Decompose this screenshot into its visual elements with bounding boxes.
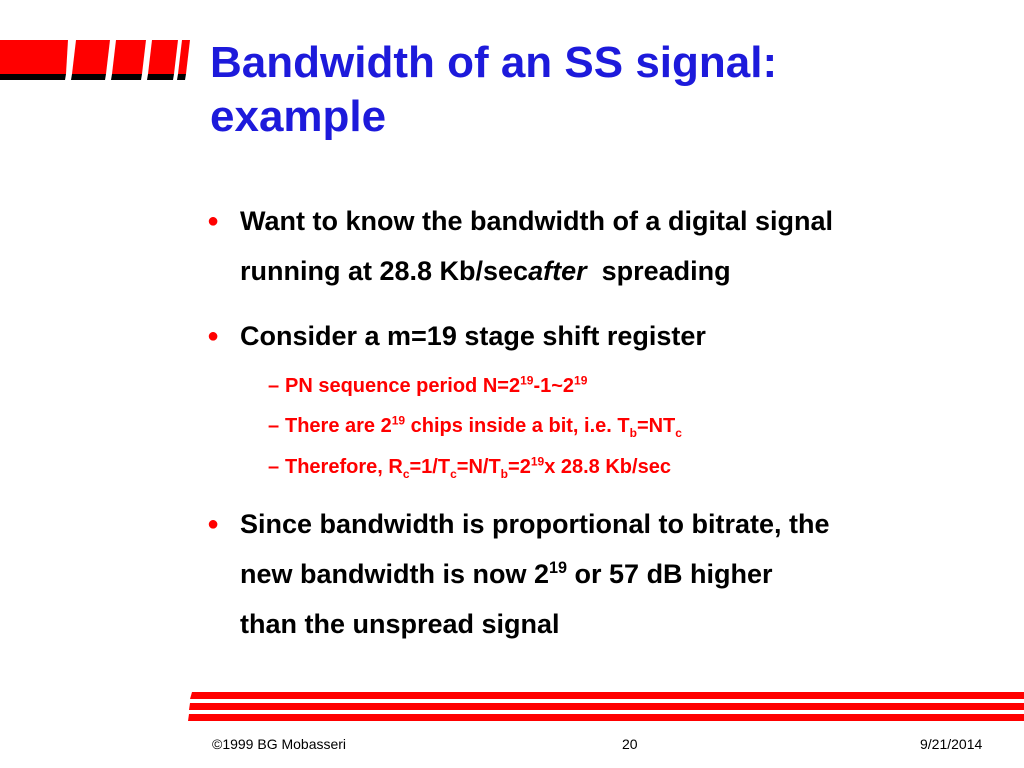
subbullet-2-b: chips inside a bit, i.e. T xyxy=(405,415,630,437)
dash-icon: – xyxy=(268,375,280,397)
bullet-1-line-2: running at 28.8 Kb/secafter spreading xyxy=(240,246,833,296)
footer-line-1 xyxy=(190,692,1024,699)
bullet-1-line-2-a: running at 28.8 Kb/sec xyxy=(240,256,529,286)
bullet-dot-icon: ● xyxy=(207,325,220,347)
footer-line-3 xyxy=(188,714,1024,721)
subbullet-2-sub-2: c xyxy=(675,426,682,440)
bullet-3: ● Since bandwidth is proportional to bit… xyxy=(207,499,830,649)
logo-bar-3 xyxy=(112,40,146,74)
title-line-1: Bandwidth of an SS signal: xyxy=(210,38,778,87)
subbullet-1-a: PN sequence period N=2 xyxy=(285,375,521,397)
bullet-dot-icon: ● xyxy=(207,513,220,535)
bullet-3-line-2: new bandwidth is now 219 or 57 dB higher xyxy=(240,549,830,599)
bullet-3-line-2-b: or 57 dB higher xyxy=(567,559,773,589)
bullet-3-line-1: Since bandwidth is proportional to bitra… xyxy=(240,509,830,539)
bullet-1-line-2-c: spreading xyxy=(601,256,731,286)
footer-page-number: 20 xyxy=(622,736,638,752)
logo-bar-5-shadow xyxy=(177,74,186,80)
footer-copyright: ©1999 BG Mobasseri xyxy=(212,736,347,752)
subbullet-1-sup-1: 19 xyxy=(520,373,534,388)
subbullet-2-sub-1: b xyxy=(629,426,637,440)
logo-bar-4 xyxy=(148,40,178,74)
subbullet-3-d: =2 xyxy=(508,456,531,478)
title-line-2: example xyxy=(210,92,387,141)
subbullet-1-sup-2: 19 xyxy=(574,373,588,388)
slide-title: Bandwidth of an SS signal: example xyxy=(210,36,777,144)
subbullet-3-e: x 28.8 Kb/sec xyxy=(544,456,671,478)
bullet-3-line-2-sup: 19 xyxy=(549,559,568,577)
footer-line-2 xyxy=(189,703,1024,710)
logo-bar-1-shadow xyxy=(0,74,66,80)
bullet-1-line-1: Want to know the bandwidth of a digital … xyxy=(240,206,833,236)
subbullet-3-c: =N/T xyxy=(456,456,501,478)
subbullet-3-a: Therefore, R xyxy=(285,456,403,478)
subbullet-3: – Therefore, Rc=1/Tc=N/Tb=219x 28.8 Kb/s… xyxy=(268,453,671,481)
subbullet-2-c: =NT xyxy=(636,415,676,437)
dash-icon: – xyxy=(268,415,280,437)
logo-bar-3-shadow xyxy=(111,74,142,80)
bullet-2: ● Consider a m=19 stage shift register xyxy=(207,311,706,361)
logo-bar-1 xyxy=(0,40,68,74)
logo-bar-4-shadow xyxy=(147,74,174,80)
bullet-1-line-2-emphasis: after xyxy=(528,256,587,286)
subbullet-3-b: =1/T xyxy=(409,456,451,478)
subbullet-2-sup-1: 19 xyxy=(391,413,406,428)
logo-bar-2 xyxy=(72,40,110,74)
subbullet-1: – PN sequence period N=219-1~219 xyxy=(268,372,587,400)
subbullet-2-a: There are 2 xyxy=(285,415,392,437)
footer-date: 9/21/2014 xyxy=(920,736,983,752)
bullet-2-line-1: Consider a m=19 stage shift register xyxy=(240,321,706,351)
logo-bar-5 xyxy=(178,40,190,74)
subbullet-3-sub-3: b xyxy=(500,467,509,481)
bullet-3-line-3: than the unspread signal xyxy=(240,609,560,639)
bullet-dot-icon: ● xyxy=(207,210,220,232)
footer-divider-lines xyxy=(188,692,1024,721)
subbullet-3-sub-2: c xyxy=(450,467,457,481)
bullet-1: ● Want to know the bandwidth of a digita… xyxy=(207,196,833,296)
subbullet-2: – There are 219 chips inside a bit, i.e.… xyxy=(268,412,682,440)
dash-icon: – xyxy=(268,456,280,478)
subbullet-3-sup-1: 19 xyxy=(530,454,545,469)
logo-bar-2-shadow xyxy=(71,74,106,80)
subbullet-3-sub-1: c xyxy=(402,467,410,481)
logo-bars xyxy=(0,40,190,80)
subbullet-1-b: -1~2 xyxy=(533,375,575,397)
bullet-3-line-2-a: new bandwidth is now 2 xyxy=(240,559,550,589)
